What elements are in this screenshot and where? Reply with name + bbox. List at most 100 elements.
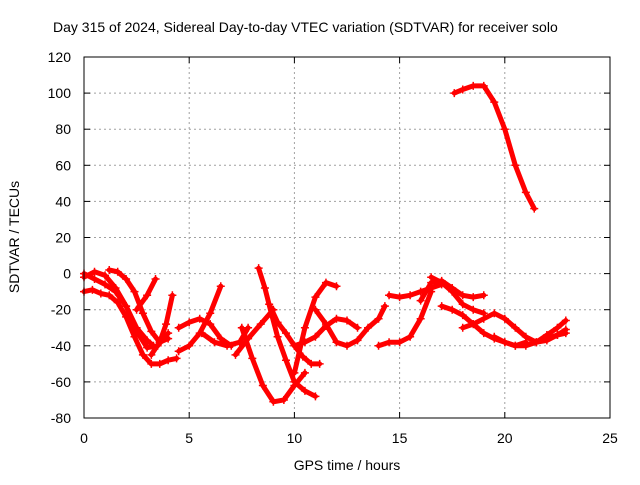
data-point <box>138 309 147 318</box>
data-point <box>542 330 551 339</box>
data-point <box>216 282 225 291</box>
data-point <box>174 347 183 356</box>
series-arc-15 <box>290 278 341 377</box>
data-point <box>132 305 141 314</box>
series-arc-25 <box>532 316 570 347</box>
data-point <box>416 314 425 323</box>
y-tick-label: 60 <box>55 157 71 173</box>
data-point <box>321 278 330 287</box>
x-tick-label: 15 <box>392 430 408 446</box>
data-point <box>458 291 467 300</box>
x-tick-label: 10 <box>287 430 303 446</box>
data-point <box>143 343 152 352</box>
data-point <box>500 338 509 347</box>
data-point <box>254 264 263 273</box>
data-point <box>406 291 415 300</box>
data-point <box>260 284 269 293</box>
data-point <box>248 354 257 363</box>
data-point <box>90 275 99 284</box>
x-tick-label: 0 <box>80 430 88 446</box>
data-point <box>279 395 288 404</box>
series-line <box>233 307 276 358</box>
series-arc-16 <box>311 302 389 350</box>
data-point <box>185 341 194 350</box>
data-point <box>290 341 299 350</box>
data-point <box>206 320 215 329</box>
data-point <box>105 291 114 300</box>
series-line <box>148 292 175 358</box>
data-point <box>258 381 267 390</box>
data-point <box>101 271 110 280</box>
data-point <box>343 316 351 325</box>
data-point <box>353 323 362 332</box>
axis-ticks: 0 5 10 15 20 25 -80 -60 -40 -20 0 20 40 60 80 100 120 <box>48 49 618 446</box>
data-point <box>353 336 362 345</box>
y-tick-label: -20 <box>51 302 71 318</box>
data-point <box>521 341 530 350</box>
data-point <box>210 338 219 347</box>
data-point <box>311 392 320 401</box>
data-point <box>500 125 509 134</box>
series-arc-18 <box>385 280 446 302</box>
data-point <box>168 291 177 300</box>
data-point <box>195 314 204 323</box>
data-point <box>469 81 478 90</box>
plot-border <box>83 56 611 419</box>
data-point <box>130 332 139 341</box>
data-point <box>416 296 425 305</box>
data-point <box>374 314 383 323</box>
series-line <box>312 303 388 349</box>
data-point <box>231 350 240 359</box>
data-point <box>469 320 478 329</box>
data-point <box>332 338 341 347</box>
data-point <box>521 188 530 197</box>
grid <box>84 57 610 418</box>
data-point <box>122 302 131 311</box>
data-point <box>469 293 478 302</box>
data-point <box>96 289 105 298</box>
data-point <box>448 287 457 296</box>
data-point <box>113 298 122 307</box>
data-point <box>332 282 341 291</box>
data-point <box>450 89 459 98</box>
data-point <box>113 267 122 276</box>
data-point <box>265 300 274 309</box>
data-point <box>490 332 499 341</box>
data-point <box>458 323 467 332</box>
data-point <box>479 329 488 338</box>
x-tick-label: 5 <box>185 430 193 446</box>
y-tick-label: -60 <box>51 374 71 390</box>
chart-title: Day 315 of 2024, Sidereal Day-to-day VTE… <box>53 19 558 35</box>
data-point <box>307 359 316 368</box>
data-point <box>237 323 246 332</box>
data-point <box>269 397 278 406</box>
series-arc-24 <box>450 81 539 213</box>
data-point <box>300 323 309 332</box>
data-point <box>311 305 320 314</box>
y-tick-label: -40 <box>51 338 71 354</box>
x-tick-label: 25 <box>602 430 618 446</box>
data-point <box>147 327 156 336</box>
series-arc-8 <box>174 314 236 350</box>
data-point <box>300 386 309 395</box>
data-point <box>130 287 139 296</box>
data-point <box>311 293 320 302</box>
data-point <box>553 323 562 332</box>
data-point <box>147 350 156 359</box>
data-point <box>395 293 404 302</box>
y-tick-label: 0 <box>63 266 71 282</box>
data-point <box>561 329 570 338</box>
data-point <box>185 318 194 327</box>
data-point <box>561 316 570 325</box>
y-tick-label: -80 <box>51 410 71 426</box>
data-point <box>300 368 309 377</box>
data-point <box>172 354 181 363</box>
series-arc-3 <box>80 285 181 368</box>
data-point <box>143 291 152 300</box>
data-point <box>511 323 520 332</box>
data-point <box>290 381 299 390</box>
series-arc-12 <box>237 323 309 406</box>
series-line <box>176 316 234 349</box>
x-axis-label: GPS time / hours <box>294 457 401 473</box>
